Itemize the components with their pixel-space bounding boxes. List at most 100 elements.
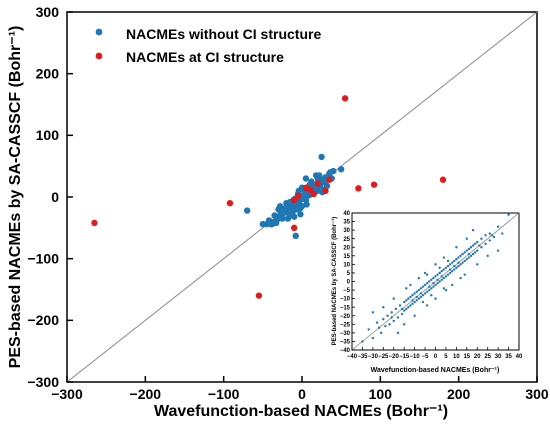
inset-point-series-0 xyxy=(476,263,479,266)
inset-x-tick-label: −15 xyxy=(399,354,410,360)
y-axis-title: PES-based NACMEs by SA-CASSCF (Bohr⁻¹) xyxy=(7,26,24,369)
main-x-tick-label: 100 xyxy=(369,386,393,402)
inset-point-series-0 xyxy=(459,254,462,258)
inset-y-tick-label: 5 xyxy=(347,271,351,277)
inset-point-series-0 xyxy=(476,240,479,244)
main-point-series-0 xyxy=(297,211,304,218)
inset-y-tick-label: −10 xyxy=(340,297,351,303)
main-point-series-1 xyxy=(370,181,378,188)
inset-y-tick-label: 20 xyxy=(343,245,350,251)
main-points xyxy=(91,95,447,299)
inset-x-tick-label: −30 xyxy=(368,354,379,360)
inset-point-series-0 xyxy=(486,254,489,258)
legend-label-at-ci: NACMEs at CI structure xyxy=(126,49,284,65)
inset-x-tick-label: 30 xyxy=(495,354,502,360)
inset-point-series-0 xyxy=(446,264,450,268)
inset-point-series-0 xyxy=(392,319,395,323)
inset-point-series-0 xyxy=(405,299,408,302)
main-point-series-0 xyxy=(316,172,323,179)
inset-point-series-0 xyxy=(415,295,418,299)
inset-x-tick-label: 40 xyxy=(516,354,523,360)
main-point-series-1 xyxy=(322,187,329,195)
inset-point-series-0 xyxy=(423,271,427,275)
inset-point-series-0 xyxy=(442,268,446,271)
main-x-tick-label: −100 xyxy=(208,386,240,402)
inset-point-series-0 xyxy=(459,276,462,280)
inset-point-series-0 xyxy=(453,264,456,268)
inset-y-tick-label: 35 xyxy=(343,220,350,226)
main-y-tick-label: −100 xyxy=(27,251,59,267)
inset-point-series-0 xyxy=(492,235,496,239)
main-point-series-1 xyxy=(290,224,298,232)
inset-point-series-0 xyxy=(467,252,471,256)
inset-y-tick-label: 0 xyxy=(347,280,351,286)
inset-point-series-0 xyxy=(465,237,469,240)
inset-point-series-0 xyxy=(380,331,383,335)
inset-point-series-0 xyxy=(400,312,404,316)
inset-point-series-0 xyxy=(461,261,464,264)
inset-point-series-0 xyxy=(496,249,500,252)
main-y-tick-label: 100 xyxy=(36,127,60,143)
inset-point-series-0 xyxy=(459,263,462,266)
inset-y-tick-label: −5 xyxy=(343,288,351,294)
inset-point-series-0 xyxy=(455,266,458,269)
inset-point-series-0 xyxy=(415,290,418,293)
inset-point-series-0 xyxy=(425,273,429,276)
inset-point-series-0 xyxy=(413,314,416,317)
inset-y-tick-label: 10 xyxy=(343,262,350,268)
inset-point-series-0 xyxy=(398,304,402,307)
inset-point-series-0 xyxy=(471,228,475,232)
inset-x-tick-label: 35 xyxy=(505,354,512,360)
main-point-series-0 xyxy=(290,213,298,220)
inset-x-tick-label: −20 xyxy=(389,354,400,360)
main-x-tick-label: 200 xyxy=(447,386,471,402)
inset-point-series-0 xyxy=(415,299,418,302)
inset-point-series-0 xyxy=(423,292,427,295)
inset-point-series-0 xyxy=(396,316,400,319)
inset-point-series-0 xyxy=(417,276,420,280)
inset-point-series-0 xyxy=(446,273,450,276)
inset-point-series-0 xyxy=(367,328,370,331)
inset-diagonal-line xyxy=(351,212,520,351)
main-point-series-1 xyxy=(226,199,234,207)
inset-point-series-0 xyxy=(442,276,446,280)
main-point-series-0 xyxy=(280,209,287,217)
inset-point-series-0 xyxy=(448,263,452,266)
main-x-ticks: −300 −200 −100 0 100 200 300 xyxy=(51,376,549,402)
inset-x-ticks: −40 −35 −30 −25 −20 −15 −10 −5 0 5 10 15 20 25 30 35 40 xyxy=(347,347,523,360)
main-y-tick-label: 300 xyxy=(36,4,60,20)
inset-point-series-0 xyxy=(413,300,416,304)
inset-point-series-0 xyxy=(402,300,406,304)
main-point-series-1 xyxy=(314,180,321,187)
inset-x-tick-label: −25 xyxy=(378,354,389,360)
inset-x-tick-label: 5 xyxy=(444,354,448,360)
inset-point-series-0 xyxy=(402,323,406,326)
inset-point-series-0 xyxy=(425,282,429,285)
inset-y-axis-title: PES-based NACMEs by SA-CASSCF (Bohr⁻¹) xyxy=(331,217,338,346)
inset-point-series-0 xyxy=(423,283,427,287)
main-point-series-0 xyxy=(318,153,325,161)
inset-point-series-0 xyxy=(419,292,423,295)
legend: NACMEs without CI structure NACMEs at CI… xyxy=(95,26,321,65)
inset-point-series-0 xyxy=(405,307,408,311)
main-point-series-0 xyxy=(302,175,310,182)
inset-point-series-0 xyxy=(453,259,456,263)
main-x-tick-label: −200 xyxy=(130,386,162,402)
inset-point-series-0 xyxy=(467,256,471,259)
main-point-series-0 xyxy=(303,201,310,208)
main-point-series-0 xyxy=(271,212,278,219)
inset-point-series-0 xyxy=(425,304,429,307)
inset-point-series-0 xyxy=(394,307,398,311)
inset-y-tick-label: −15 xyxy=(340,305,351,311)
inset-point-series-0 xyxy=(457,256,460,259)
inset-point-series-0 xyxy=(421,294,425,297)
inset-point-series-0 xyxy=(484,234,487,237)
inset-points xyxy=(361,213,510,343)
inset-point-series-0 xyxy=(473,242,477,246)
inset-point-series-0 xyxy=(490,234,494,237)
inset-point-series-0 xyxy=(457,264,460,268)
inset-point-series-0 xyxy=(436,282,439,285)
inset-point-series-0 xyxy=(390,311,393,314)
inset-point-series-0 xyxy=(476,249,479,252)
